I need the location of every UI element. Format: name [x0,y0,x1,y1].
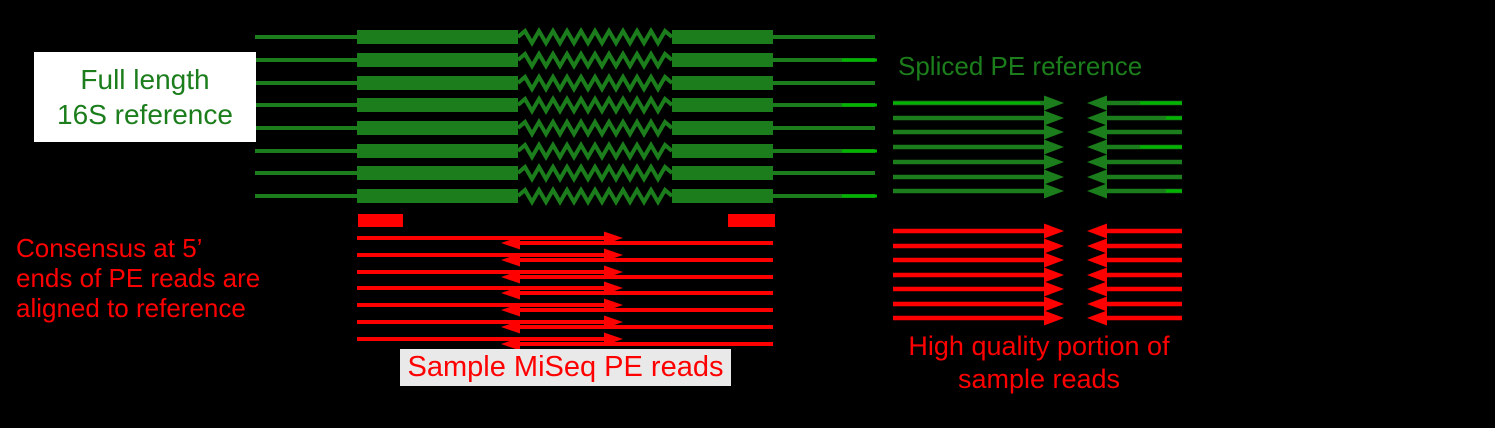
high-quality-pair [893,267,1182,283]
high-quality-line1: High quality portion of [908,331,1170,361]
consensus-line1: Consensus at 5’ [16,233,203,263]
consensus-marker-left [358,214,403,227]
high-quality-line2: sample reads [957,364,1121,394]
consensus-line3: aligned to reference [16,293,246,323]
reference-read-row [255,50,877,70]
label-high-quality-portion: High quality portion of sample reads [882,330,1196,396]
high-quality-pair [893,252,1182,268]
label-consensus-note: Consensus at 5’ ends of PE reads are ali… [16,233,326,323]
sample-read-pair [357,332,773,351]
reference-read-row [255,118,875,138]
reference-read-row [255,73,875,93]
sample-read-pair [357,298,773,317]
reference-read-row [255,141,877,161]
sample-read-pair [357,231,773,250]
spliced-reference-pair [893,169,1182,185]
spliced-reference-pair [893,183,1182,199]
full-length-line2: 16S reference [57,99,233,130]
label-full-length-16s-reference: Full length 16S reference [34,52,256,142]
spliced-reference-pair [893,139,1182,155]
high-quality-pair [893,281,1182,297]
sample-read-pair [357,281,773,300]
spliced-reference-pair [893,154,1182,170]
spliced-reference-pair [893,95,1182,111]
reference-read-row [255,27,875,47]
consensus-marker-right [728,214,775,227]
sample-read-pair [357,315,773,334]
high-quality-pair [893,310,1182,326]
full-length-line1: Full length [80,64,210,95]
label-spliced-pe-reference: Spliced PE reference [898,51,1143,81]
sample-read-pair [357,248,773,267]
high-quality-pair [893,296,1182,312]
high-quality-pair [893,223,1182,239]
spliced-reference-pair [893,124,1182,140]
reference-read-row [255,163,875,183]
label-sample-miseq-pe-reads: Sample MiSeq PE reads [400,349,731,386]
consensus-line2: ends of PE reads are [16,263,261,293]
reference-read-row [255,186,877,206]
sample-read-pair [357,265,773,284]
spliced-reference-pair [893,110,1182,126]
reference-read-row [255,95,877,115]
high-quality-pair [893,238,1182,254]
